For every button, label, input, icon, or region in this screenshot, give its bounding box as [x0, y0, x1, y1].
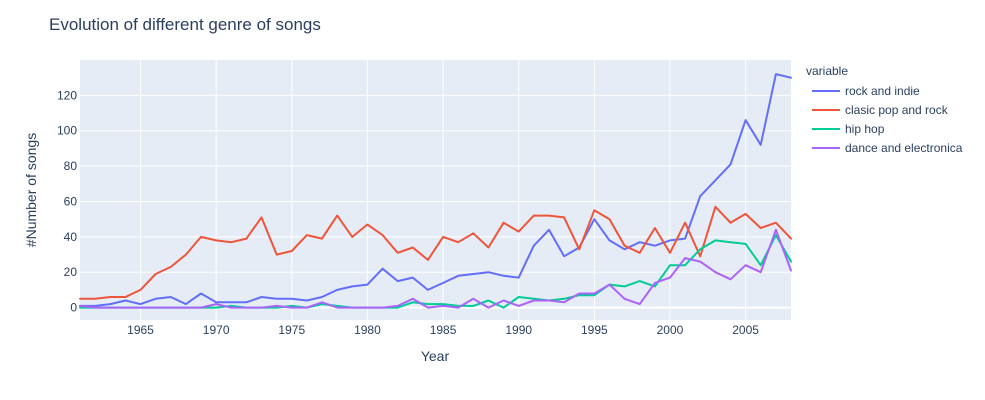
legend-item[interactable]: rock and indie [812, 84, 920, 98]
x-tick-label: 1995 [581, 323, 608, 337]
y-tick-label: 60 [64, 194, 78, 208]
legend-label: rock and indie [845, 84, 920, 98]
legend-item[interactable]: hip hop [812, 122, 885, 136]
y-tick-label: 40 [64, 230, 78, 244]
legend: variable rock and indie clasic pop and ro… [806, 64, 963, 155]
y-tick-labels: 0 20 40 60 80 100 120 [57, 88, 77, 314]
x-gridlines [140, 60, 747, 320]
y-axis-label: #Number of songs [23, 133, 39, 247]
x-tick-label: 2005 [732, 323, 759, 337]
y-tick-label: 100 [57, 124, 77, 138]
legend-title: variable [806, 64, 848, 78]
y-tick-label: 20 [64, 265, 78, 279]
legend-label: dance and electronica [845, 141, 963, 155]
legend-label: hip hop [845, 122, 885, 136]
legend-label: clasic pop and rock [845, 103, 949, 117]
y-tick-label: 0 [70, 301, 77, 315]
series-lines [79, 73, 792, 309]
plot-area [80, 60, 791, 320]
y-gridlines [80, 94, 791, 309]
x-tick-label: 1980 [354, 323, 381, 337]
series-line-rock-and-indie [79, 73, 792, 307]
x-axis-label: Year [421, 348, 450, 364]
x-tick-label: 2000 [657, 323, 684, 337]
x-tick-label: 1985 [430, 323, 457, 337]
x-tick-labels: 1965 1970 1975 1980 1985 1990 1995 2000 2005 [127, 323, 759, 337]
x-tick-label: 1970 [203, 323, 230, 337]
legend-item[interactable]: clasic pop and rock [812, 103, 949, 117]
y-tick-label: 120 [57, 88, 77, 102]
chart-title: Evolution of different genre of songs [49, 15, 321, 34]
y-tick-label: 80 [64, 159, 78, 173]
x-tick-label: 1990 [505, 323, 532, 337]
x-tick-label: 1965 [127, 323, 154, 337]
legend-item[interactable]: dance and electronica [812, 141, 963, 155]
x-tick-label: 1975 [278, 323, 305, 337]
series-line-dance-and-electronica [79, 228, 792, 309]
series-line-clasic-pop-and-rock [79, 205, 792, 300]
